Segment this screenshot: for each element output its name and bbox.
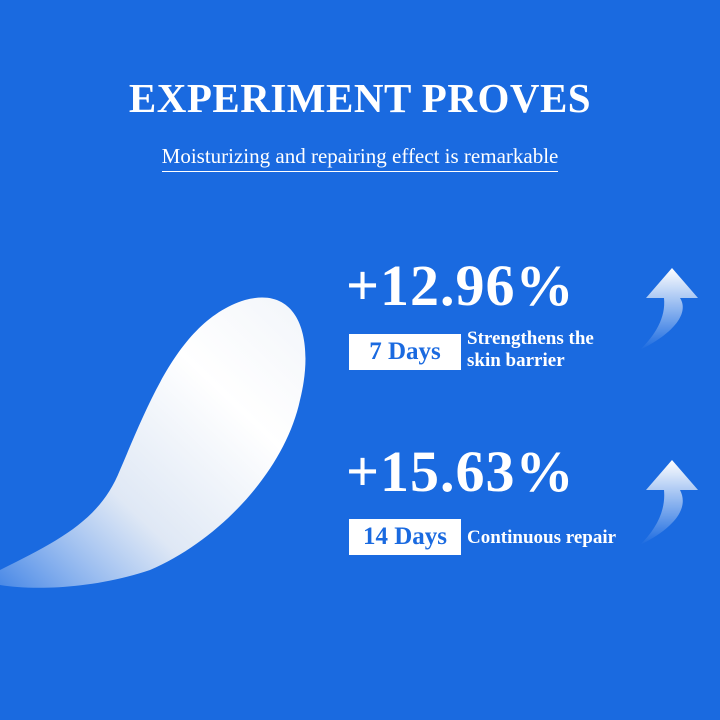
description-line: skin barrier — [467, 350, 565, 371]
period-badge: 14 Days — [349, 519, 461, 555]
arrow-up-2 — [640, 460, 698, 545]
subtitle-text: Moisturizing and repairing effect is rem… — [161, 144, 559, 172]
stat-description: Continuous repair — [467, 527, 616, 549]
title: EXPERIMENT PROVES — [128, 75, 592, 121]
period-badge: 7 Days — [349, 334, 461, 370]
stat-description: Strengthens the skin barrier — [467, 328, 594, 372]
stat-value: +15.63% — [346, 439, 575, 504]
arrow-up-1 — [640, 268, 698, 350]
stat-value: +12.96% — [346, 253, 575, 318]
description-line: Continuous repair — [467, 527, 617, 548]
description-line: Strengthens the — [467, 328, 594, 349]
subtitle: Moisturizing and repairing effect is rem… — [0, 144, 720, 172]
cream-swoosh — [0, 297, 306, 588]
